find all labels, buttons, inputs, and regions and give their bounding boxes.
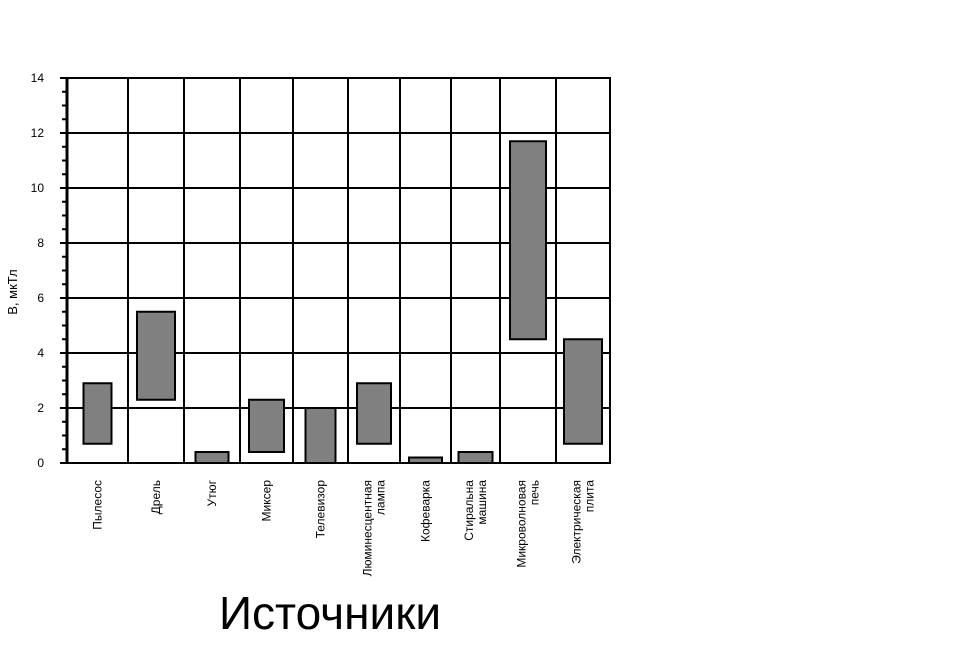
range-bar (408, 456, 443, 464)
category-label: лампа (374, 480, 388, 515)
category-label: плита (583, 480, 597, 513)
category-label: Пылесос (91, 480, 105, 530)
y-tick-label: 6 (37, 291, 44, 305)
y-tick-label: 2 (37, 401, 44, 415)
category-labels: Пылесос Дрель Утюг Миксер Телевизор Люминесце… (91, 479, 597, 576)
y-tick-label: 14 (31, 71, 45, 85)
range-bar (82, 382, 113, 445)
range-bar (248, 398, 285, 453)
category-label: Дрель (149, 480, 163, 514)
range-bar (563, 338, 603, 445)
category-label: Телевизор (314, 480, 328, 539)
category-label: Миксер (260, 480, 274, 522)
range-bar (304, 407, 337, 464)
y-tick-label: 10 (31, 181, 45, 195)
bars (82, 140, 603, 464)
range-bar (509, 140, 547, 341)
range-bar (356, 382, 392, 445)
y-tick-label: 4 (37, 346, 44, 360)
x-axis-title: Источники (219, 587, 441, 639)
category-label: Кофеварка (419, 480, 433, 542)
category-label: Микроволновая (515, 480, 529, 568)
category-label: Стиральна (462, 480, 476, 541)
y-axis-title: B, мкТл (5, 269, 20, 314)
category-label: Люминесцентная (361, 480, 375, 576)
category-label: Утюг (205, 479, 219, 506)
y-tick-label: 0 (37, 456, 44, 470)
range-bar (194, 451, 230, 464)
range-bar (457, 451, 494, 464)
category-label: машина (475, 480, 489, 525)
category-label: печь (528, 480, 542, 505)
y-tick-label: 8 (37, 236, 44, 250)
category-label: Электрическая (570, 480, 584, 564)
range-bar (136, 310, 176, 401)
y-tick-label: 12 (31, 126, 45, 140)
y-axis: 0 2 4 6 8 10 12 14 (31, 71, 69, 470)
